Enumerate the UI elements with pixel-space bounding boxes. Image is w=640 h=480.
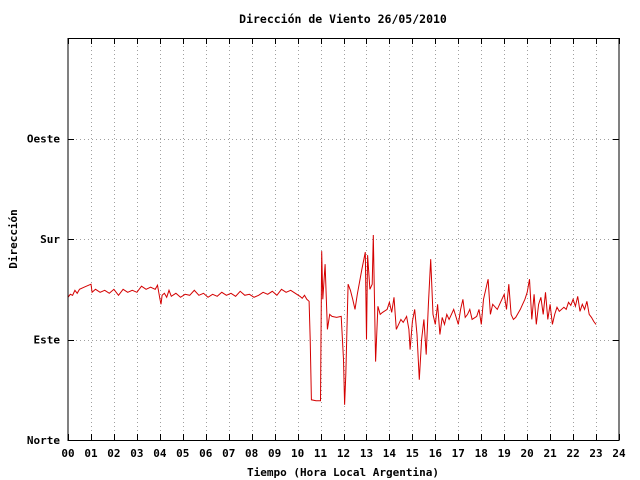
series-line [67, 234, 597, 405]
x-tick-label: 06 [199, 447, 213, 460]
y-axis: Norte Este Sur Oeste [27, 133, 619, 447]
x-axis: 00 01 02 03 04 05 06 07 08 09 10 11 12 13 14 15 16 17 18 19… [61, 38, 626, 460]
x-tick-label: 21 [544, 447, 558, 460]
x-tick-label: 12 [337, 447, 350, 460]
x-tick-label: 17 [452, 447, 465, 460]
x-tick-label: 00 [61, 447, 74, 460]
x-tick-label: 09 [268, 447, 281, 460]
grid [68, 38, 619, 440]
y-tick-label: Oeste [27, 133, 60, 146]
x-tick-label: 05 [176, 447, 189, 460]
x-tick-label: 22 [566, 447, 579, 460]
y-tick-label: Este [34, 334, 61, 347]
y-axis-label: Dirección [7, 209, 20, 269]
x-tick-label: 10 [291, 447, 304, 460]
x-axis-label: Tiempo (Hora Local Argentina) [247, 466, 439, 479]
x-tick-label: 20 [521, 447, 534, 460]
x-tick-label: 24 [612, 447, 626, 460]
y-tick-label: Sur [40, 233, 60, 246]
x-tick-label: 04 [153, 447, 167, 460]
x-tick-label: 03 [130, 447, 143, 460]
x-tick-label: 23 [589, 447, 602, 460]
x-tick-label: 19 [498, 447, 511, 460]
x-tick-label: 16 [429, 447, 443, 460]
x-tick-label: 18 [475, 447, 488, 460]
x-tick-label: 07 [222, 447, 235, 460]
x-tick-label: 15 [406, 447, 419, 460]
x-tick-label: 08 [245, 447, 258, 460]
chart-title: Dirección de Viento 26/05/2010 [239, 12, 447, 26]
x-tick-label: 02 [107, 447, 120, 460]
x-tick-label: 14 [383, 447, 397, 460]
x-tick-label: 13 [360, 447, 373, 460]
x-tick-label: 11 [314, 447, 328, 460]
x-tick-label: 01 [84, 447, 98, 460]
y-tick-label: Norte [27, 434, 60, 447]
series-layer [67, 234, 597, 405]
